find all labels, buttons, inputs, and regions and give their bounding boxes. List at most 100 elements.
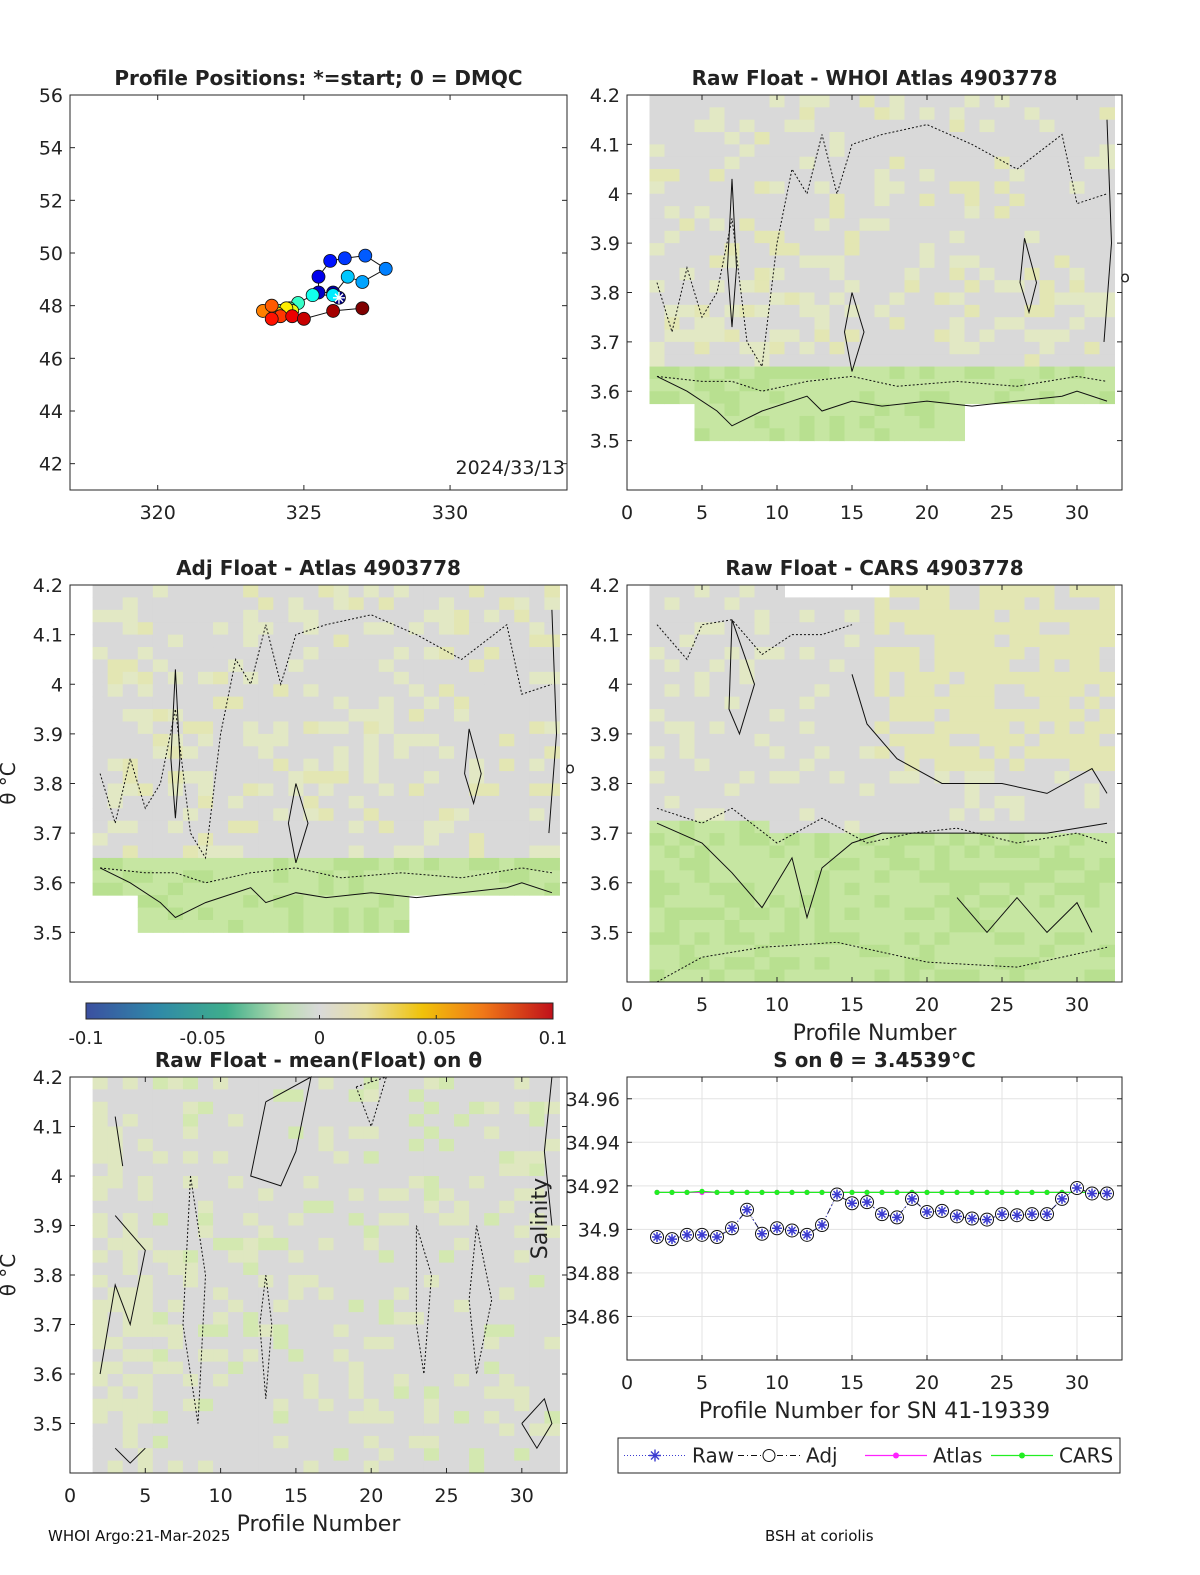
whoi-cell xyxy=(1039,218,1055,232)
cars-cell xyxy=(754,808,770,822)
whoi-cell xyxy=(1069,206,1085,219)
mean-cell xyxy=(378,1435,395,1449)
adj-cell xyxy=(408,597,425,611)
adj-cell xyxy=(378,647,395,660)
cars-cell xyxy=(709,919,725,933)
cars-cell xyxy=(889,771,905,784)
cars-cell xyxy=(754,709,770,722)
adj-cell xyxy=(438,671,455,685)
cars-cell xyxy=(784,808,800,822)
adj-cell xyxy=(348,771,365,784)
cars-cell xyxy=(1039,845,1055,859)
mean-cell xyxy=(514,1089,530,1103)
mean-cell xyxy=(423,1374,440,1387)
cars-cell xyxy=(1039,696,1055,710)
adj-cell xyxy=(529,696,545,710)
mean-cell xyxy=(514,1398,530,1412)
adj-cell xyxy=(182,808,199,822)
cars-cell xyxy=(1054,597,1070,611)
mean-cell xyxy=(408,1460,425,1474)
cars-cell xyxy=(844,758,860,772)
mean-cell xyxy=(333,1460,350,1474)
adj-cell xyxy=(454,758,470,772)
cars-cell xyxy=(1099,746,1115,760)
whoi-cell xyxy=(964,144,980,158)
start-marker xyxy=(332,291,345,304)
mean-cell xyxy=(469,1176,485,1189)
mean-cell xyxy=(258,1361,274,1375)
cars-cell xyxy=(799,684,815,698)
mean-cell xyxy=(167,1126,184,1140)
adj-cell xyxy=(378,709,395,722)
mean-cell xyxy=(378,1213,395,1226)
cars-cell xyxy=(784,845,800,859)
mean-cell xyxy=(288,1151,304,1165)
cars-cell xyxy=(1084,622,1100,636)
mean-cell xyxy=(107,1299,124,1313)
cars-cell xyxy=(1024,795,1040,809)
cars-cell xyxy=(904,944,920,958)
whoi-cell xyxy=(799,243,815,256)
cars-cell xyxy=(994,795,1010,809)
cars-cell xyxy=(679,746,695,760)
whoi-cell xyxy=(649,267,665,281)
mean-cell xyxy=(167,1374,184,1387)
mean-cell xyxy=(152,1089,169,1103)
mean-cell xyxy=(529,1188,545,1202)
cars-cell xyxy=(799,634,815,648)
whoi-cell xyxy=(814,304,830,318)
whoi-cell xyxy=(964,292,980,306)
series-raw-point xyxy=(787,1225,797,1236)
whoi-cell xyxy=(739,218,755,232)
mean-cell xyxy=(318,1138,335,1152)
adj-cell xyxy=(378,907,395,921)
mean-cell xyxy=(454,1411,470,1424)
mean-cell xyxy=(529,1460,545,1474)
adj-cell xyxy=(258,907,274,921)
cars-cell xyxy=(934,957,950,971)
adj-cell xyxy=(137,808,154,822)
mean-cell xyxy=(107,1077,124,1090)
cars-cell xyxy=(829,771,845,784)
cars-cell xyxy=(889,647,905,660)
mean-cell xyxy=(288,1336,304,1350)
adj-cell xyxy=(348,833,365,847)
adj-cell xyxy=(454,820,470,834)
whoi-cell xyxy=(1024,144,1040,158)
whoi-cell xyxy=(664,243,680,256)
mean-cell xyxy=(258,1200,274,1214)
whoi-cell xyxy=(1024,193,1040,207)
cars-cell xyxy=(1009,882,1025,896)
whoi-cell xyxy=(1069,267,1085,281)
whoi-cell xyxy=(874,218,890,232)
cars-cell xyxy=(859,820,875,834)
adj-cell xyxy=(107,882,124,896)
adj-cell xyxy=(423,771,440,784)
mean-cell xyxy=(529,1163,545,1177)
whoi-cell xyxy=(874,403,890,417)
adj-cell xyxy=(423,882,440,896)
mean-cell xyxy=(333,1361,350,1375)
cars-cell xyxy=(694,758,710,772)
adj-cell xyxy=(273,919,289,933)
adj-cell xyxy=(182,622,199,636)
adj-cell xyxy=(438,684,455,698)
cars-cell xyxy=(814,944,830,958)
whoi-cell xyxy=(1024,366,1040,380)
mean-cell xyxy=(438,1312,455,1325)
cars-cell xyxy=(919,771,935,784)
whoi-cell xyxy=(874,255,890,269)
cars-cell xyxy=(784,882,800,896)
whoi-cell xyxy=(1084,243,1100,256)
adj-cell xyxy=(469,721,485,735)
adj-cell xyxy=(167,870,184,884)
mean-cell xyxy=(137,1163,154,1177)
cars-cell xyxy=(1099,808,1115,822)
series-raw-point xyxy=(1012,1210,1022,1221)
series-raw-point xyxy=(1027,1209,1037,1220)
series-raw-point xyxy=(1042,1209,1052,1220)
salinity-ytick-label: 34.86 xyxy=(566,1306,620,1328)
mean-xtick-label: 20 xyxy=(359,1485,383,1507)
cars-cell xyxy=(1009,597,1025,611)
cars-cell xyxy=(934,671,950,685)
